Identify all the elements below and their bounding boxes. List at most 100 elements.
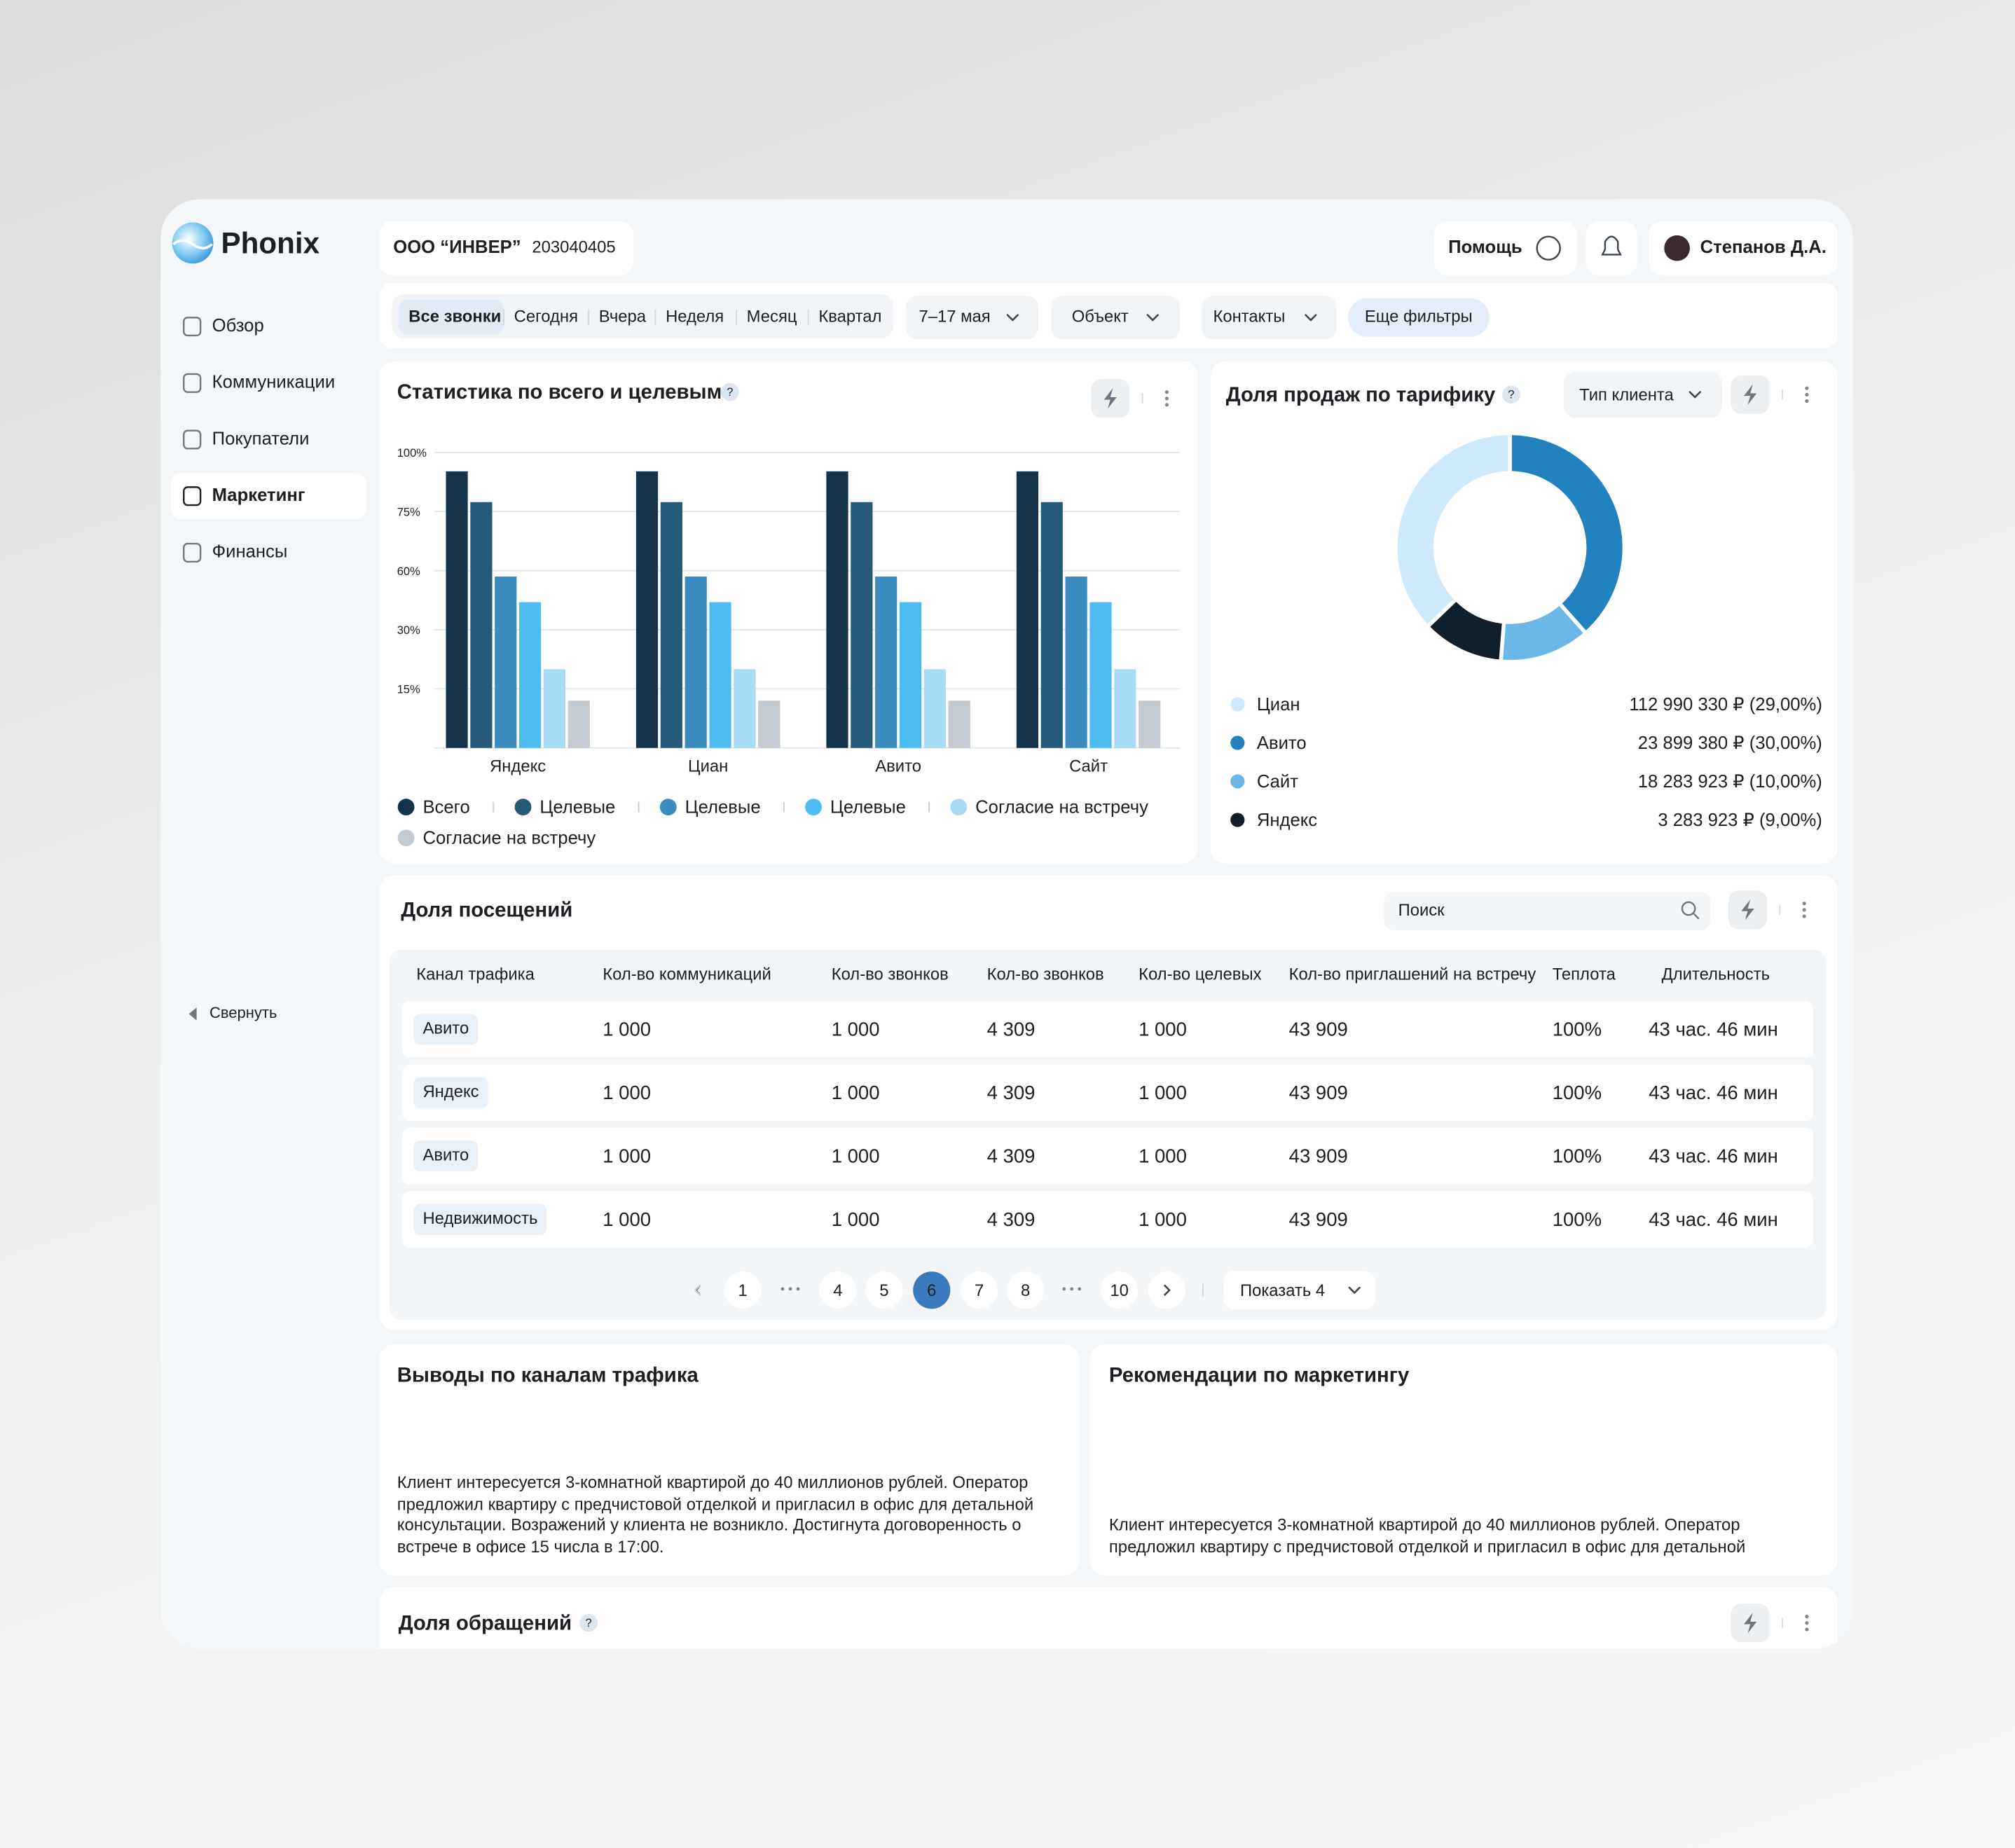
page-number[interactable]: 4	[833, 1281, 842, 1300]
period-tab[interactable]: Все звонки	[408, 308, 501, 326]
legend-swatch	[397, 799, 415, 816]
filter-dropdown[interactable]	[906, 296, 1039, 340]
more-filters[interactable]: Еще фильтры	[1365, 308, 1473, 326]
period-tab[interactable]: Сегодня	[514, 308, 578, 326]
column-header: Канал трафика	[416, 965, 535, 984]
page-bg[interactable]	[1007, 1271, 1045, 1309]
page-number[interactable]: 8	[1021, 1281, 1030, 1300]
search-box[interactable]	[1384, 892, 1711, 931]
legend-label: Циан	[1257, 695, 1300, 715]
bar	[923, 669, 946, 748]
period-tab[interactable]: Месяц	[747, 308, 797, 326]
menu-dot[interactable]	[1805, 386, 1809, 390]
menu-dot[interactable]	[1164, 397, 1169, 401]
collapse-button[interactable]: Свернуть	[209, 1004, 277, 1021]
bar	[1114, 669, 1136, 748]
nav-icon	[183, 373, 202, 393]
table-cell: 1 000	[1139, 1082, 1187, 1103]
chevron	[1146, 314, 1159, 322]
nav-item[interactable]: Покупатели	[212, 429, 310, 448]
menu-dot[interactable]	[1802, 914, 1806, 918]
menu-dot[interactable]	[1164, 390, 1169, 394]
company-name: ООО “ИНВЕР”	[393, 237, 521, 257]
menu-dot[interactable]	[1805, 399, 1809, 404]
menu-dot[interactable]	[1802, 908, 1806, 912]
page-bg[interactable]	[865, 1271, 903, 1309]
menu-dot[interactable]	[1805, 392, 1809, 397]
help-icon[interactable]	[1502, 385, 1520, 404]
page-bg[interactable]	[724, 1271, 762, 1309]
page-next[interactable]	[1163, 1284, 1171, 1296]
page-number[interactable]: 5	[879, 1281, 888, 1300]
page-current-bg[interactable]	[913, 1271, 951, 1309]
x-tick-label: Яндекс	[490, 757, 546, 776]
nav-item[interactable]: Обзор	[212, 316, 264, 336]
user-name[interactable]: Степанов Д.А.	[1700, 237, 1827, 257]
column-header: Длительность	[1662, 965, 1770, 984]
recommendations-card	[1089, 1344, 1838, 1575]
bar	[875, 577, 898, 748]
filter-label[interactable]: 7–17 мая	[919, 308, 990, 326]
filter-dropdown[interactable]	[1051, 296, 1180, 340]
table-cell: 100%	[1553, 1208, 1602, 1230]
nav-icon	[183, 429, 202, 450]
page-number[interactable]: 1	[738, 1281, 748, 1300]
channel-tag-bg	[413, 1077, 488, 1108]
table-row	[402, 1127, 1814, 1185]
page-size-box[interactable]	[1223, 1271, 1375, 1310]
period-tab[interactable]: Квартал	[818, 308, 881, 326]
table-cell: 1 000	[1139, 1019, 1187, 1040]
menu-dot[interactable]	[1805, 1615, 1809, 1619]
period-active	[398, 299, 504, 335]
nav-item[interactable]: Коммуникации	[212, 373, 336, 392]
menu-dot[interactable]	[1805, 1621, 1809, 1625]
y-tick-label: 60%	[397, 565, 420, 578]
more-filters-bg[interactable]	[1348, 298, 1490, 337]
period-tab[interactable]: Неделя	[666, 308, 724, 326]
nav-item[interactable]: Маркетинг	[212, 485, 305, 505]
bar	[635, 471, 659, 748]
legend-label: Согласие на встречу	[422, 829, 596, 848]
menu-dot[interactable]	[1802, 902, 1806, 906]
bar	[568, 701, 590, 748]
page-bg[interactable]	[961, 1271, 998, 1309]
menu-dot[interactable]	[1805, 1627, 1809, 1632]
period-tab[interactable]: Вчера	[599, 308, 647, 326]
filter-dropdown[interactable]	[1201, 296, 1337, 340]
channel-tag[interactable]: Авито	[422, 1146, 469, 1165]
page-number[interactable]: 10	[1110, 1281, 1129, 1300]
donut-filter[interactable]	[1564, 371, 1722, 418]
help-box[interactable]	[1433, 221, 1577, 275]
conclusions-text-box: Клиент интересуется 3-комнатной квартиро…	[397, 1473, 1033, 1555]
user-box[interactable]	[1649, 221, 1838, 275]
page-ellipsis	[1078, 1287, 1082, 1291]
filter-label[interactable]: Объект	[1072, 308, 1129, 326]
channel-tag[interactable]: Авито	[422, 1019, 469, 1038]
page-number[interactable]: 6	[927, 1281, 936, 1300]
help-icon[interactable]	[720, 382, 739, 401]
bell-box[interactable]	[1586, 221, 1637, 275]
page-number[interactable]: 7	[975, 1281, 984, 1300]
filter-label[interactable]: Контакты	[1213, 308, 1285, 326]
menu-dot[interactable]	[1164, 403, 1169, 407]
page-size[interactable]: Показать 4	[1240, 1281, 1325, 1300]
channel-tag[interactable]: Недвижимость	[422, 1209, 537, 1228]
donut-filter-label[interactable]: Тип клиента	[1579, 385, 1674, 404]
table-cell: 43 час. 46 мин	[1649, 1145, 1778, 1166]
nav-icon	[183, 486, 202, 506]
legend-swatch	[1230, 736, 1245, 750]
nav-icon	[183, 317, 202, 337]
help-icon[interactable]	[579, 1613, 598, 1632]
page-bg[interactable]	[819, 1271, 857, 1309]
table-row	[402, 1001, 1814, 1058]
help-mark: ?	[1508, 389, 1514, 401]
channel-tag[interactable]: Яндекс	[422, 1082, 479, 1101]
legend-value: 3 283 923 ₽ (9,00%)	[1658, 811, 1822, 830]
legend-label: Всего	[422, 798, 469, 818]
search-placeholder[interactable]: Поиск	[1398, 901, 1445, 920]
help-button[interactable]: Помощь	[1448, 237, 1522, 257]
page-next-bg[interactable]	[1148, 1271, 1186, 1309]
page-bg[interactable]	[1100, 1271, 1139, 1309]
nav-item[interactable]: Финансы	[212, 542, 288, 562]
